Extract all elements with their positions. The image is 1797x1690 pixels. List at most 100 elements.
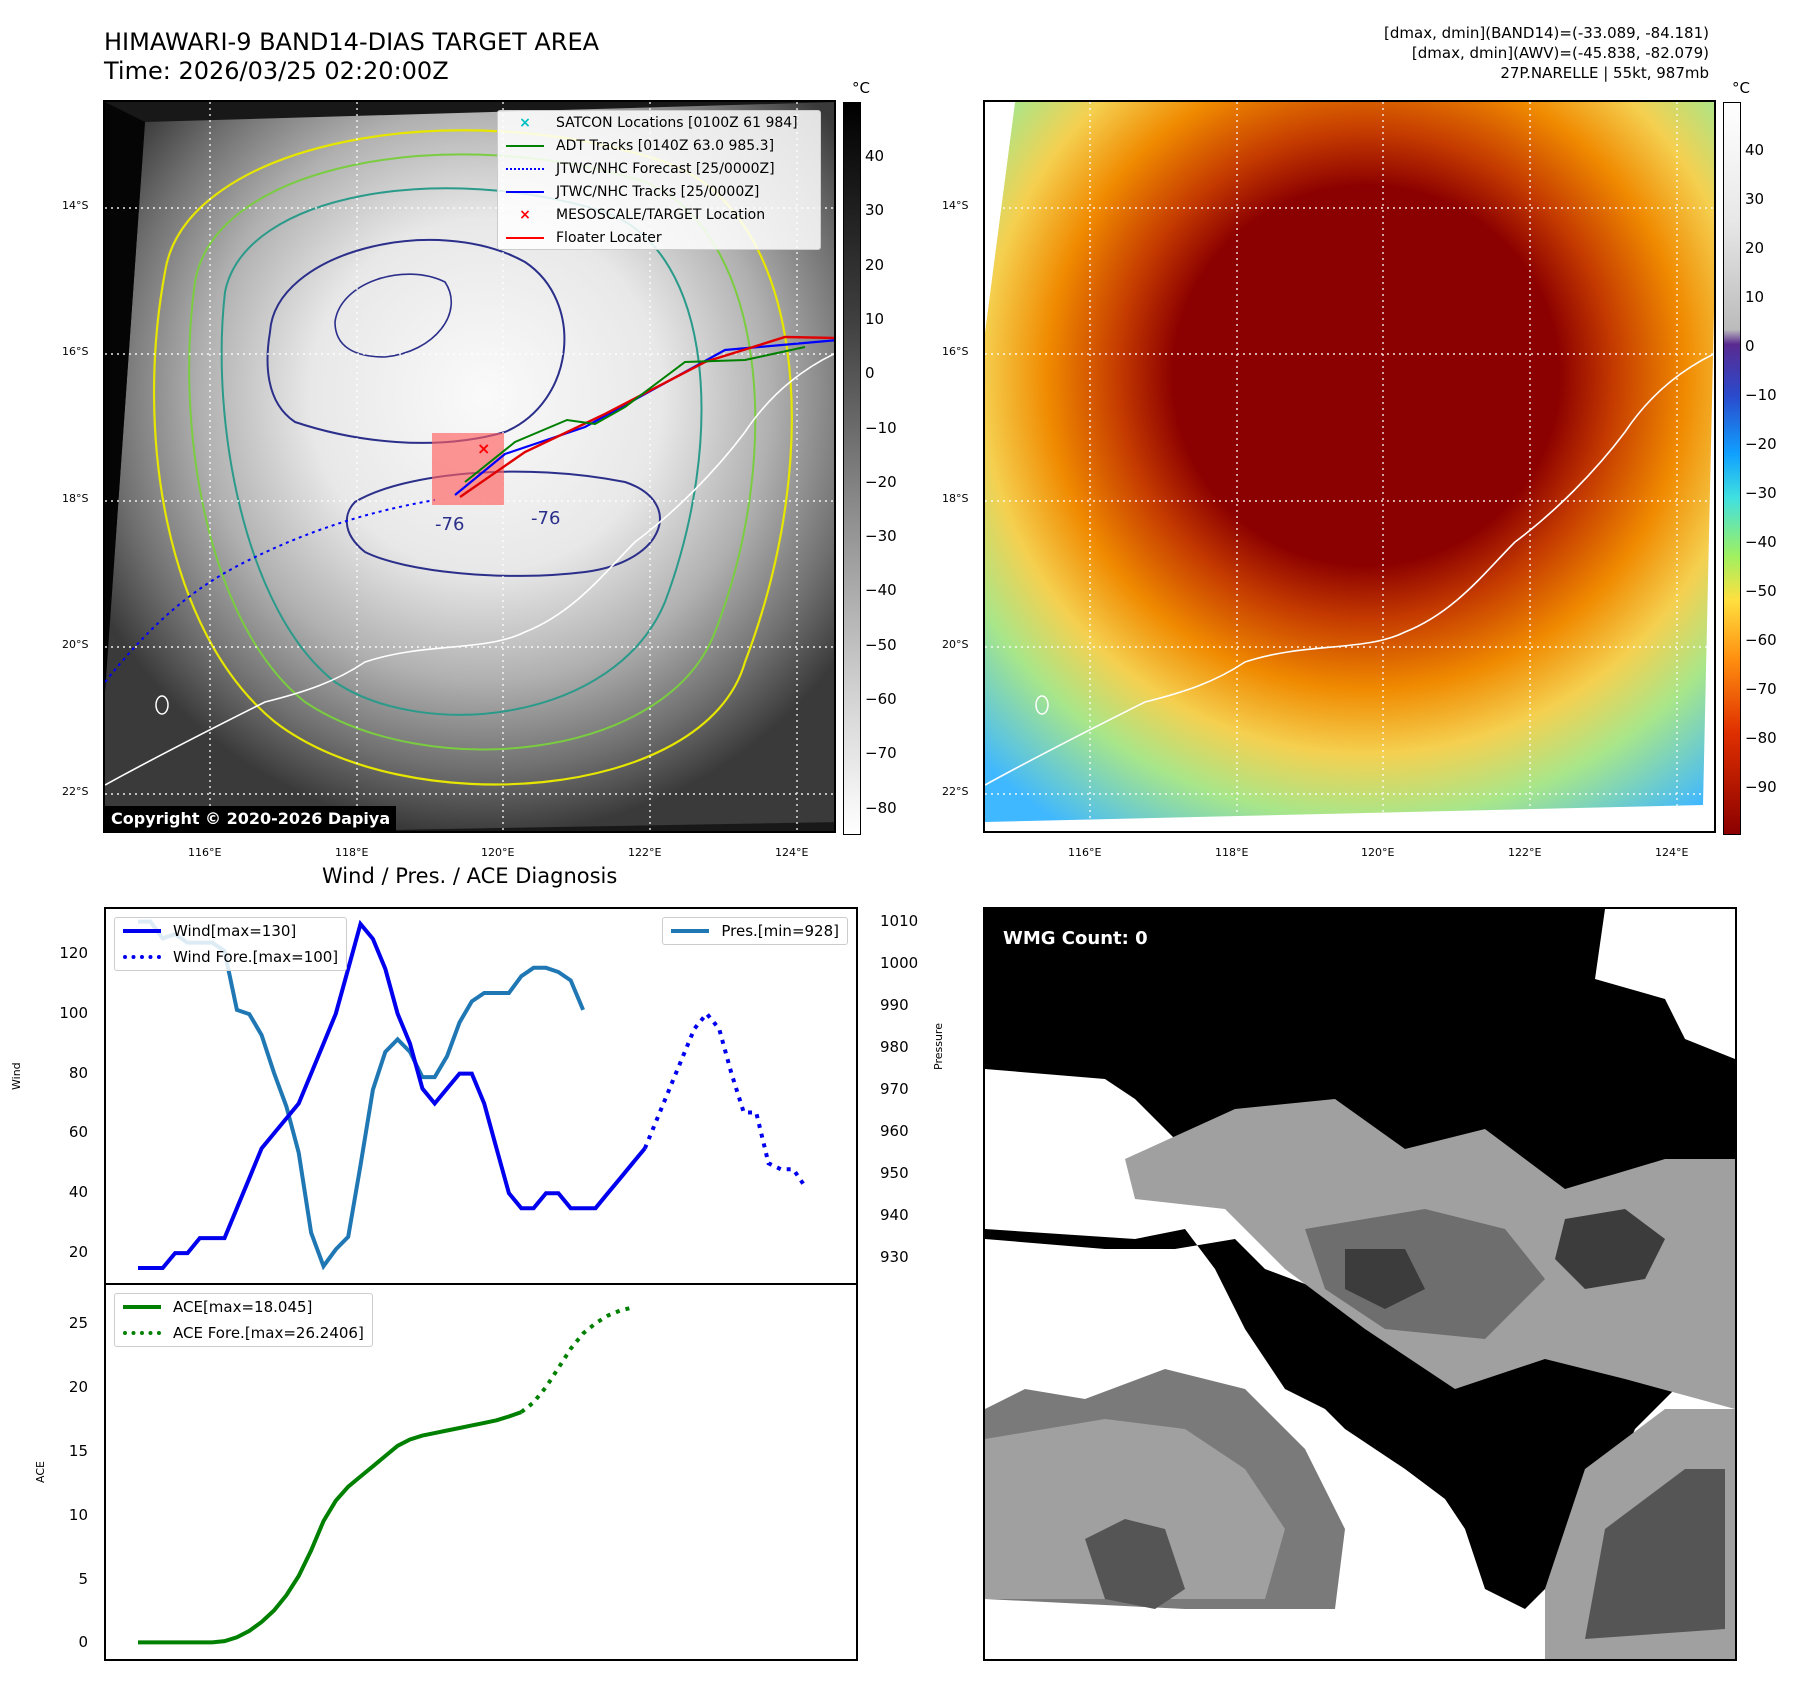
floater-track: [459, 335, 834, 498]
wind-axis-label: Wind: [10, 1062, 23, 1090]
diagnosis-title: Wind / Pres. / ACE Diagnosis: [322, 864, 618, 888]
colorbar-left-tick: 40: [865, 147, 885, 165]
lat-label: 22°S: [942, 785, 969, 798]
coastline-right: [985, 353, 1714, 786]
colorbar-right-tick: 0: [1745, 337, 1755, 355]
lon-label: 116°E: [188, 846, 222, 859]
pressure-axis-label: Pressure: [932, 1023, 945, 1070]
pressure-series-line: [138, 919, 585, 1271]
ace-axis-label: ACE: [34, 1461, 47, 1483]
ace-tick: 10: [68, 1505, 88, 1524]
pressure-legend: Pres.[min=928]: [662, 917, 848, 945]
colorbar-left-tick: −20: [865, 472, 897, 491]
wind-tick: 20: [68, 1243, 88, 1262]
colorbar-right-tick: 40: [1745, 141, 1765, 159]
colorbar-left-tick: 30: [865, 201, 885, 220]
lat-label: 20°S: [62, 638, 89, 651]
pressure-tick: 950: [880, 1163, 909, 1182]
pressure-tick: 970: [880, 1079, 909, 1098]
ace-legend: ACE[max=18.045] ACE Fore.[max=26.2406]: [114, 1293, 373, 1347]
lon-label: 124°E: [775, 846, 809, 859]
lat-label: 20°S: [942, 638, 969, 651]
legend-ace-fore: ACE Fore.[max=26.2406]: [173, 1324, 364, 1342]
pressure-tick: 960: [880, 1121, 909, 1140]
colorbar-right-tick: −70: [1745, 680, 1777, 698]
floater-line-icon: [506, 236, 544, 239]
colorbar-right-tick: −90: [1745, 778, 1777, 796]
ace-series-line: [138, 1410, 522, 1645]
lat-label: 14°S: [942, 199, 969, 212]
legend-satcon: SATCON Locations [0100Z 61 984]: [556, 114, 798, 131]
wmg-count: WMG Count: 0: [997, 925, 1154, 952]
ace-tick: 25: [68, 1314, 88, 1333]
colorbar-right-tick: 20: [1745, 239, 1765, 257]
colorbar-right-tick: 10: [1745, 288, 1765, 306]
pressure-tick: 990: [880, 995, 909, 1014]
ace-tick: 5: [78, 1569, 88, 1588]
copyright: Copyright © 2020-2026 Dapiya: [105, 806, 397, 831]
lon-label: 116°E: [1068, 846, 1102, 859]
colorbar-left-unit: °C: [852, 79, 870, 97]
stats-awv: [dmax, dmin](AWV)=(-45.838, -82.079): [1411, 44, 1709, 62]
wind-tick: 40: [68, 1183, 88, 1202]
adt-line-icon: [506, 144, 544, 147]
legend-pres: Pres.[min=928]: [721, 922, 839, 940]
contour-label: -76: [435, 514, 464, 535]
legend-track: JTWC/NHC Tracks [25/0000Z]: [556, 183, 760, 200]
ace-forecast-line: [520, 1305, 633, 1414]
target-marker: ×: [477, 439, 490, 458]
legend-wind-fore: Wind Fore.[max=100]: [173, 948, 339, 966]
colorbar-right-unit: °C: [1732, 79, 1750, 97]
satcon-marker-icon: ×: [519, 114, 531, 131]
colorbar-left-tick: −40: [865, 581, 897, 600]
legend-ace: ACE[max=18.045]: [173, 1298, 313, 1316]
wind-forecast-line: [643, 1010, 808, 1189]
ace-fore-line-icon: [123, 1331, 161, 1335]
forecast-line-icon: [506, 167, 544, 170]
colorbar-left-tick: −10: [865, 418, 897, 437]
awv-map: [983, 100, 1716, 833]
wind-tick: 100: [59, 1003, 88, 1022]
ace-chart: ACE[max=18.045] ACE Fore.[max=26.2406]: [104, 1284, 858, 1661]
wind-fore-line-icon: [123, 955, 161, 959]
ace-tick: 20: [68, 1378, 88, 1397]
ace-tick: 0: [78, 1633, 88, 1652]
lat-label: 16°S: [942, 345, 969, 358]
lat-label: 22°S: [62, 785, 89, 798]
contour-label: -76: [531, 508, 560, 529]
colorbar-right-tick: −50: [1745, 582, 1777, 600]
stats-band14: [dmax, dmin](BAND14)=(-33.089, -84.181): [1384, 24, 1709, 42]
colorbar-right-tick: −20: [1745, 435, 1777, 453]
colorbar-left-tick: 0: [865, 364, 875, 383]
contour-teal: [220, 187, 703, 716]
awv-field: [985, 102, 1714, 822]
colorbar-left-tick: −80: [865, 798, 897, 817]
lon-label: 122°E: [628, 846, 662, 859]
wmg-panel: WMG Count: 0: [983, 907, 1737, 1661]
colorbar-left-tick: −70: [865, 744, 897, 763]
legend-adt: ADT Tracks [0140Z 63.0 985.3]: [556, 137, 775, 154]
colorbar-right: [1723, 102, 1741, 835]
target-box: [432, 433, 504, 505]
colorbar-right-tick: −40: [1745, 533, 1777, 551]
pressure-tick: 930: [880, 1247, 909, 1266]
colorbar-left-tick: −50: [865, 635, 897, 654]
pres-line-icon: [671, 929, 710, 933]
wind-legend: Wind[max=130] Wind Fore.[max=100]: [114, 917, 348, 971]
lat-label: 18°S: [62, 492, 89, 505]
lon-label: 118°E: [335, 846, 369, 859]
colorbar-left: [843, 102, 861, 835]
colorbar-right-tick: −30: [1745, 484, 1777, 502]
colorbar-left-tick: −30: [865, 527, 897, 546]
colorbar-right-tick: −10: [1745, 386, 1777, 404]
chart-time: Time: 2026/03/25 02:20:00Z: [104, 57, 449, 85]
wind-line-icon: [123, 929, 161, 933]
legend-forecast: JTWC/NHC Forecast [25/0000Z]: [556, 160, 775, 177]
lon-label: 120°E: [481, 846, 515, 859]
colorbar-left-tick: −60: [865, 690, 897, 708]
wind-tick: 60: [68, 1123, 88, 1142]
contour-navy: [266, 238, 566, 444]
lon-label: 120°E: [1361, 846, 1395, 859]
target-marker-icon: ×: [519, 206, 531, 223]
pressure-tick: 1010: [880, 911, 919, 930]
